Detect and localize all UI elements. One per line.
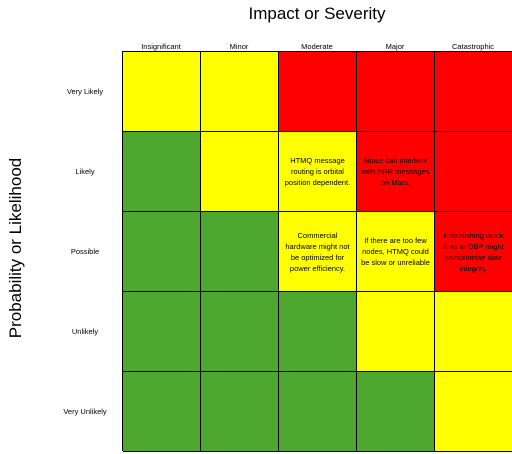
cell-likely-major: Noise can interfere with SRR messages on… <box>357 132 435 212</box>
cell-unlikely-minor <box>201 292 279 372</box>
cell-possible-moderate: Commercial hardware might not be optimiz… <box>279 212 357 292</box>
cell-possible-catastrophic: Establishing quick links in DBP might co… <box>435 212 512 292</box>
cell-possible-insignificant <box>123 212 201 292</box>
col-header-minor: Minor <box>229 42 249 51</box>
cell-very-likely-insignificant <box>123 52 201 132</box>
cell-likely-insignificant <box>123 132 201 212</box>
cell-unlikely-moderate <box>279 292 357 372</box>
row-header-very-likely: Very Likely <box>66 87 104 96</box>
cell-very-likely-catastrophic <box>435 52 512 132</box>
cell-possible-major: If there are too few nodes, HTMQ could b… <box>357 212 435 292</box>
y-axis-label: Probability or Likelihood <box>6 157 25 339</box>
cell-likely-moderate: HTMQ message routing is orbital position… <box>279 132 357 212</box>
cell-unlikely-major <box>357 292 435 372</box>
row-header-very-unlikely: Very Unlikely <box>63 407 107 416</box>
cell-unlikely-insignificant <box>123 292 201 372</box>
cell-very-likely-minor <box>201 52 279 132</box>
col-header-catastrophic: Catastrophic <box>451 42 495 51</box>
cell-very-unlikely-catastrophic <box>435 372 512 452</box>
cell-very-likely-moderate <box>279 52 357 132</box>
cell-very-unlikely-moderate <box>279 372 357 452</box>
cell-likely-catastrophic <box>435 132 512 212</box>
cell-unlikely-catastrophic <box>435 292 512 372</box>
col-header-moderate: Moderate <box>301 42 333 51</box>
cell-likely-minor <box>201 132 279 212</box>
row-header-unlikely: Unlikely <box>71 327 99 336</box>
cell-very-likely-major <box>357 52 435 132</box>
cell-very-unlikely-major <box>357 372 435 452</box>
row-header-likely: Likely <box>75 167 95 176</box>
cell-very-unlikely-insignificant <box>123 372 201 452</box>
row-header-possible: Possible <box>70 247 100 256</box>
chart-title: Impact or Severity <box>248 4 386 23</box>
cell-possible-minor <box>201 212 279 292</box>
col-header-major: Major <box>385 42 405 51</box>
risk-matrix: HTMQ message routing is orbital position… <box>122 51 512 452</box>
cell-very-unlikely-minor <box>201 372 279 452</box>
col-header-insignificant: Insignificant <box>141 42 181 51</box>
